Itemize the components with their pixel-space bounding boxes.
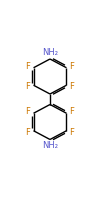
Text: NH₂: NH₂ [42, 48, 58, 57]
Text: F: F [26, 107, 30, 116]
Text: F: F [26, 128, 30, 137]
Text: F: F [70, 128, 74, 137]
Text: F: F [26, 62, 30, 71]
Text: F: F [70, 62, 74, 71]
Text: F: F [26, 82, 30, 91]
Text: F: F [70, 107, 74, 116]
Text: F: F [70, 82, 74, 91]
Text: NH₂: NH₂ [42, 142, 58, 150]
